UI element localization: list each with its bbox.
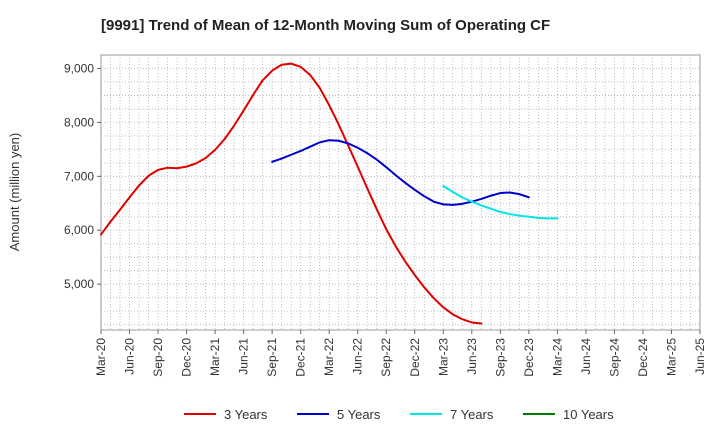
y-axis-label: Amount (million yen) (7, 133, 22, 252)
x-tick-label: Dec-23 (522, 338, 536, 377)
x-tick-label: Dec-21 (294, 338, 308, 377)
x-tick-label: Jun-21 (237, 338, 251, 375)
x-tick-label: Sep-22 (379, 338, 393, 377)
x-tick-label: Sep-21 (265, 338, 279, 377)
x-tick-label: Jun-23 (465, 338, 479, 375)
gridlines (101, 55, 700, 330)
y-tick-label: 9,000 (64, 61, 94, 75)
legend-label: 7 Years (450, 407, 494, 422)
legend-label: 5 Years (337, 407, 381, 422)
y-axis-ticks: 5,000 6,000 7,000 8,000 9,000 (64, 61, 101, 291)
series-line-3-years (100, 62, 483, 325)
plot-area (100, 54, 701, 331)
x-tick-label: Mar-22 (322, 338, 336, 376)
legend-label: 3 Years (224, 407, 268, 422)
x-tick-label: Jun-25 (693, 338, 707, 375)
legend: 3 Years 5 Years 7 Years 10 Years (184, 407, 614, 422)
x-tick-label: Sep-24 (607, 338, 621, 377)
x-tick-label: Dec-22 (408, 338, 422, 377)
x-tick-label: Jun-22 (351, 338, 365, 375)
series-line-5-years (271, 139, 530, 206)
x-tick-label: Mar-20 (94, 338, 108, 376)
series-line-7-years (442, 185, 559, 220)
x-tick-label: Mar-25 (664, 338, 678, 376)
x-tick-label: Mar-21 (208, 338, 222, 376)
chart-title: [9991] Trend of Mean of 12-Month Moving … (101, 17, 550, 34)
x-axis-ticks: Mar-20 Jun-20 Sep-20 Dec-20 Mar-21 Jun-21 Sep-… (94, 330, 707, 377)
y-tick-label: 5,000 (64, 277, 94, 291)
y-tick-label: 6,000 (64, 223, 94, 237)
x-tick-label: Dec-20 (180, 338, 194, 377)
x-tick-label: Sep-23 (493, 338, 507, 377)
x-tick-label: Dec-24 (636, 338, 650, 377)
y-tick-label: 7,000 (64, 169, 94, 183)
y-tick-label: 8,000 (64, 115, 94, 129)
series-lines (100, 62, 559, 325)
x-tick-label: Sep-20 (151, 338, 165, 377)
x-tick-label: Mar-24 (550, 338, 564, 376)
legend-label: 10 Years (563, 407, 614, 422)
x-tick-label: Jun-24 (579, 338, 593, 375)
x-tick-label: Mar-23 (436, 338, 450, 376)
x-tick-label: Jun-20 (123, 338, 137, 375)
